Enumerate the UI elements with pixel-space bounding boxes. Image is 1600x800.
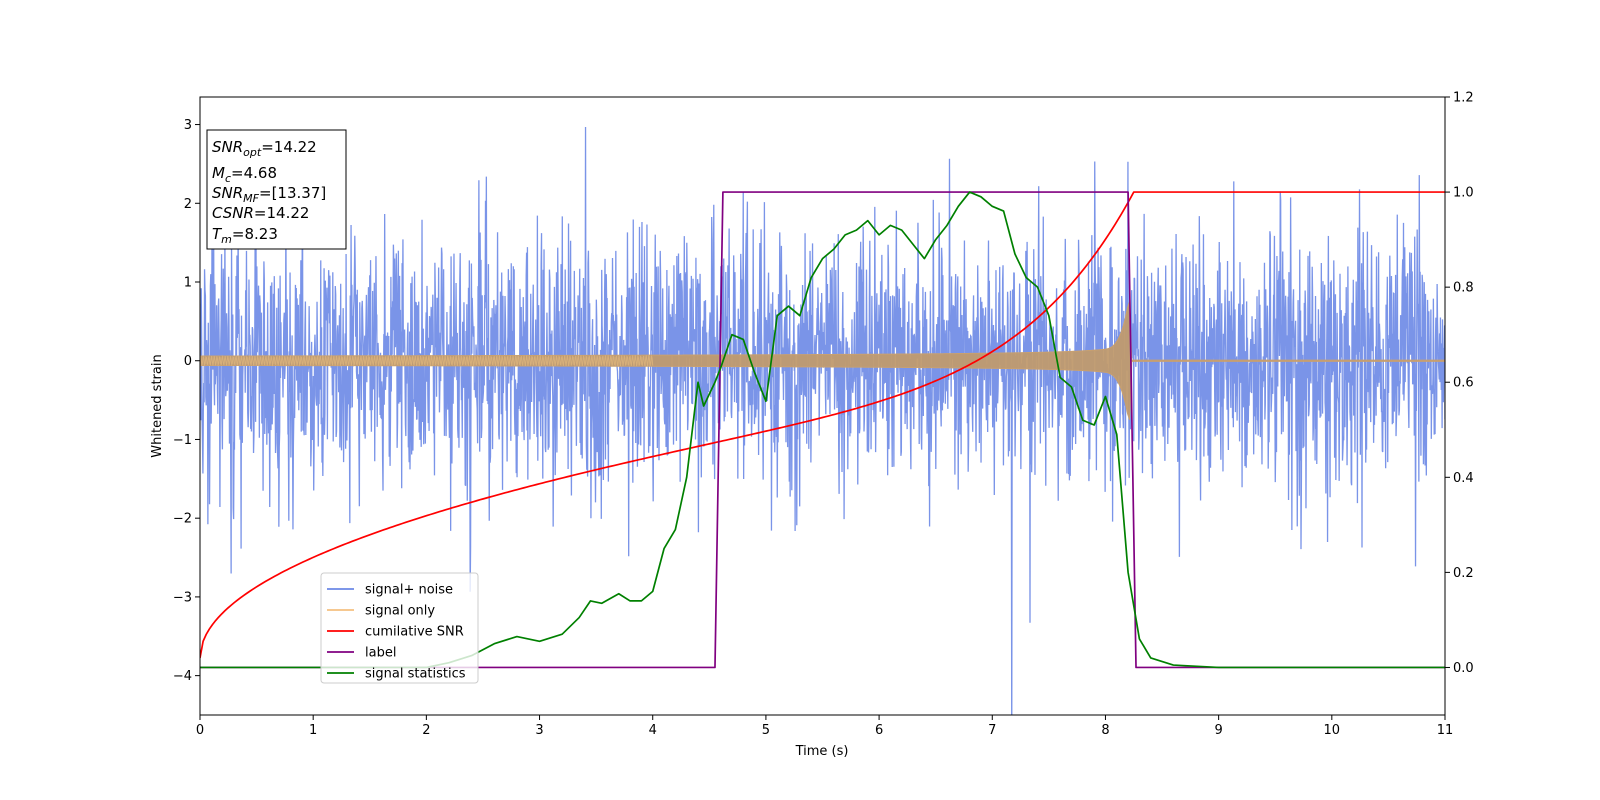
y-right-tick-label: 1.2 [1453,91,1474,106]
y-axis-right: 1.2 1.0 0.8 0.6 0.4 0.2 0.0 [1445,91,1474,676]
legend: signal+ noise signal only cumilative SNR la… [320,572,479,684]
info-csnr: CSNR=14.22 [212,204,309,222]
info-tm: Tm=8.23 [212,225,278,246]
x-axis: 0 1 2 3 4 5 6 7 8 9 10 11 [196,715,1453,738]
y-axis-left: 3 2 1 0 −1 −2 −3 −4 [173,118,200,684]
signal-only-line [200,354,654,368]
y-right-tick-label: 0.2 [1453,566,1474,581]
x-tick-label: 2 [422,723,430,738]
legend-cumulative-snr: cumilative SNR [327,625,464,640]
y-right-tick-label: 1.0 [1453,186,1474,201]
x-tick-label: 8 [1101,723,1109,738]
x-axis-title: Time (s) [795,744,849,759]
signal-only-envelope [200,301,1445,420]
info-box: SNRopt=14.22 Mc=4.68 SNRMF=[13.37] CSNR=… [206,129,347,250]
x-tick-label: 3 [535,723,543,738]
y-tick-label: 2 [184,197,192,212]
y-tick-label: 1 [184,276,192,291]
x-tick-label: 0 [196,723,204,738]
legend-label-text: signal+ noise [365,583,453,598]
legend-signal-noise: signal+ noise [327,583,453,598]
series-lines [200,191,1445,669]
y-tick-label: −3 [173,590,192,605]
y-tick-label: −2 [173,512,192,527]
series-signal-plus-noise [200,127,1445,715]
y-right-tick-label: 0.4 [1453,471,1474,486]
y-right-tick-label: 0.0 [1453,661,1474,676]
plot-frame [199,96,1446,716]
info-snr-mf: SNRMF=[13.37] [212,184,326,205]
legend-label-text: cumilative SNR [365,625,464,640]
plot-area [200,127,1445,715]
legend-label-text: signal statistics [365,667,466,682]
legend-signal-only: signal only [327,604,435,619]
label-line [200,191,1445,669]
signal-noise-line [200,127,1445,715]
legend-signal-statistics: signal statistics [327,667,466,682]
x-tick-label: 9 [1214,723,1222,738]
signal-statistics-line [200,191,1445,669]
cumulative-snr-line [200,191,1445,659]
x-tick-label: 1 [309,723,317,738]
legend-label-text: signal only [365,604,435,619]
series-signal-only [200,301,1445,420]
x-tick-label: 6 [875,723,883,738]
y-tick-label: 3 [184,118,192,133]
x-tick-label: 5 [762,723,770,738]
y-tick-label: −4 [173,669,192,684]
x-tick-label: 4 [649,723,657,738]
y-right-tick-label: 0.6 [1453,376,1474,391]
legend-label-text: label [365,646,396,661]
y-tick-label: 0 [184,354,192,369]
y-axis-title: Whitened strain [150,354,165,457]
x-tick-label: 10 [1324,723,1341,738]
legend-box [320,572,479,684]
y-tick-label: −1 [173,433,192,448]
legend-label: label [327,646,396,661]
x-tick-label: 11 [1437,723,1454,738]
info-snr-opt: SNRopt=14.22 [212,138,317,159]
x-tick-label: 7 [988,723,996,738]
y-right-tick-label: 0.8 [1453,281,1474,296]
info-mc: Mc=4.68 [212,164,277,185]
